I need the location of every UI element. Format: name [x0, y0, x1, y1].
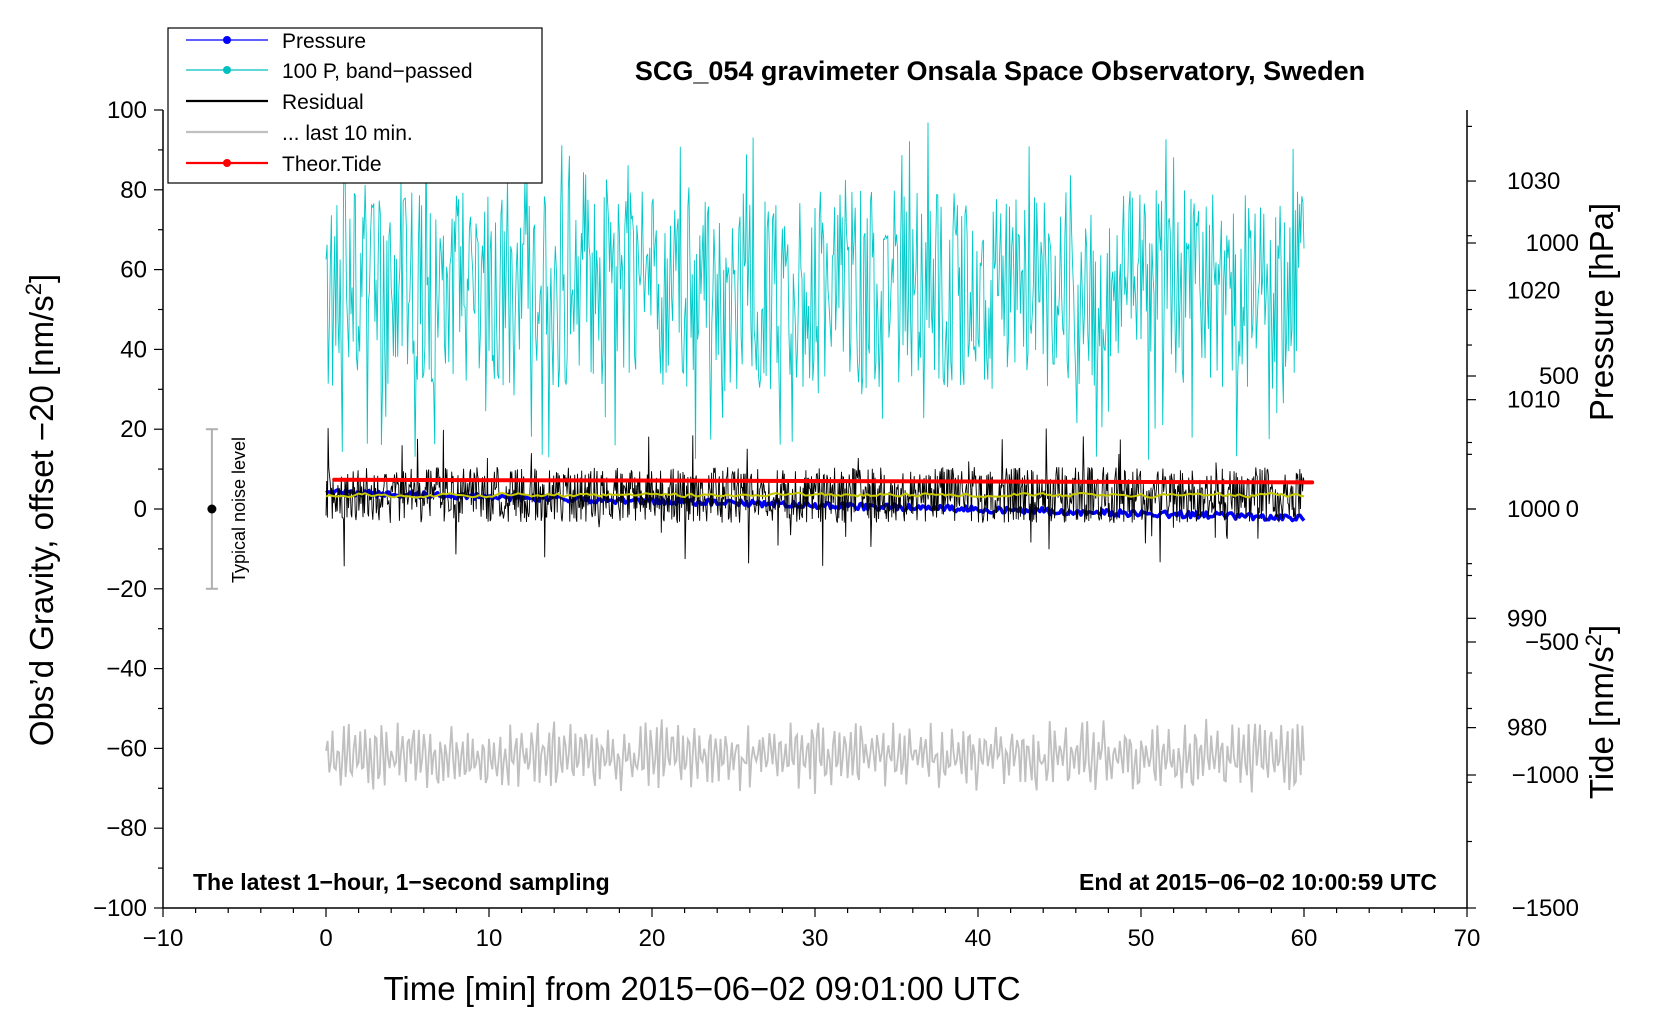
legend-label-theor-tide: Theor.Tide — [282, 153, 382, 176]
y-axis-label-left-text: Obs’d Gravity, offset −20 [nm/s — [23, 295, 60, 746]
y-left-tick-label: 20 — [120, 416, 147, 443]
x-tick-label: 20 — [639, 925, 666, 952]
plot-area — [325, 122, 1315, 794]
y-axis-label-left-close: ] — [23, 274, 60, 283]
y-pressure-tick-label: 1010 — [1507, 387, 1560, 414]
axis-ticks: −10 0 10 20 30 40 50 60 70100806040200−20−40−60−… — [93, 97, 1579, 952]
x-tick-label: 50 — [1128, 925, 1155, 952]
legend-sample-marker — [223, 36, 231, 44]
x-axis-label: Time [min] from 2015−06−02 09:01:00 UTC — [383, 970, 1020, 1007]
y-axis-label-tide-exponent: 2 — [1581, 634, 1606, 646]
x-tick-label: 60 — [1291, 925, 1318, 952]
y-axis-label-left: Obs’d Gravity, offset −20 [nm/s2] — [21, 274, 61, 746]
y-pressure-tick-label: 980 — [1507, 715, 1547, 742]
legend-label-residual: Residual — [282, 91, 364, 114]
legend: Pressure 100 P, band−passed Residual ...… — [167, 27, 543, 184]
noise-level-label: Typical noise level — [229, 437, 249, 583]
y-left-tick-label: 0 — [134, 496, 147, 523]
y-axis-label-pressure: Pressure [hPa] — [1583, 203, 1620, 421]
y-axis-label-left-exponent: 2 — [21, 283, 46, 295]
x-tick-label: −10 — [143, 925, 184, 952]
legend-label-pressure: Pressure — [282, 30, 366, 53]
legend-box — [167, 27, 543, 184]
annotation-end-time: End at 2015−06−02 10:00:59 UTC — [1079, 869, 1437, 895]
series-theor-tide — [332, 477, 1315, 485]
series-residual-smoothed — [325, 491, 1305, 499]
y-left-tick-label: 100 — [107, 97, 147, 124]
y-pressure-tick-label: 990 — [1507, 605, 1547, 632]
y-tide-tick-label: 500 — [1539, 363, 1579, 390]
y-left-tick-label: −40 — [106, 656, 147, 683]
y-axis-label-tide-close: ] — [1583, 625, 1620, 634]
y-left-tick-label: −20 — [106, 576, 147, 603]
y-axis-label-tide-text: Tide [nm/s — [1583, 646, 1620, 799]
y-left-tick-label: 60 — [120, 257, 147, 284]
x-tick-label: 0 — [319, 925, 332, 952]
x-tick-label: 10 — [476, 925, 503, 952]
series-bandpassed-pressure — [325, 122, 1305, 460]
legend-label-last-10-min: ... last 10 min. — [282, 122, 413, 145]
x-tick-label: 40 — [965, 925, 992, 952]
legend-sample-marker — [223, 159, 231, 167]
annotation-sampling: The latest 1−hour, 1−second sampling — [193, 869, 610, 895]
y-left-tick-label: −80 — [106, 815, 147, 842]
noise-bar-center-dot — [207, 504, 217, 514]
y-left-tick-label: −60 — [106, 735, 147, 762]
legend-label-bandpassed: 100 P, band−passed — [282, 60, 473, 83]
noise-indicator: Typical noise level — [205, 428, 249, 590]
x-tick-label: 30 — [802, 925, 829, 952]
y-tide-tick-label: 0 — [1566, 496, 1579, 523]
y-axis-label-tide: Tide [nm/s2] — [1581, 625, 1621, 799]
y-tide-tick-label: −1500 — [1512, 895, 1579, 922]
legend-sample-marker — [223, 66, 231, 74]
chart-title: SCG_054 gravimeter Onsala Space Observat… — [635, 56, 1365, 86]
y-left-tick-label: 80 — [120, 177, 147, 204]
y-left-tick-label: 40 — [120, 336, 147, 363]
y-tide-tick-label: −500 — [1525, 629, 1579, 656]
y-pressure-tick-label: 1030 — [1507, 168, 1560, 195]
y-tide-tick-label: −1000 — [1512, 762, 1579, 789]
y-left-tick-label: −100 — [93, 895, 147, 922]
y-tide-tick-label: 1000 — [1526, 230, 1579, 257]
y-pressure-tick-label: 1000 — [1507, 496, 1560, 523]
x-tick-label: 70 — [1454, 925, 1481, 952]
y-pressure-tick-label: 1020 — [1507, 277, 1560, 304]
series-last-10-min — [325, 718, 1305, 794]
